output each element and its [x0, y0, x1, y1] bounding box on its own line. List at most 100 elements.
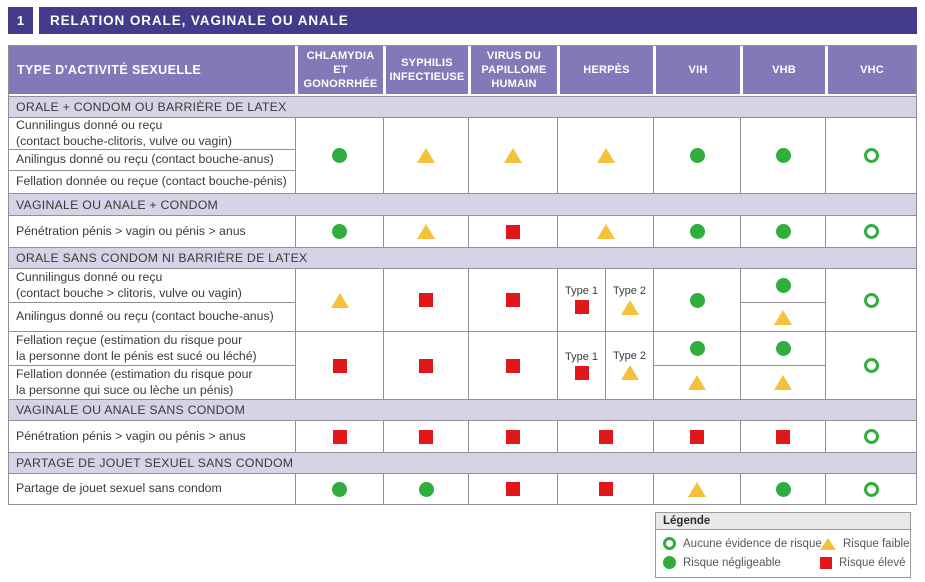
risk-cell-herpes-type1: Type 1	[557, 268, 605, 331]
risk-symbol	[574, 365, 589, 380]
risk-cell-herpes-type2: Type 2	[605, 268, 653, 331]
row-label: Cunnilingus donné ou reçu (contact bouch…	[9, 268, 295, 302]
risk-symbol	[506, 358, 520, 373]
risk-cell-vih	[653, 473, 740, 504]
risk-symbol	[332, 358, 347, 373]
row-label: Fellation reçue (estimation du risque po…	[9, 331, 295, 365]
risk-cell-vih	[653, 365, 740, 399]
herpes-type2-label: Type 2	[612, 284, 647, 297]
risk-symbol	[574, 300, 589, 314]
low-risk-icon	[820, 537, 836, 550]
risk-symbol	[775, 278, 791, 293]
risk-symbol	[863, 358, 879, 373]
risk-cell-vph	[468, 473, 557, 504]
risk-symbol	[596, 148, 615, 163]
risk-symbol	[774, 309, 792, 325]
risk-symbol	[776, 429, 790, 444]
legend-body: Aucune évidence de risque Risque faible …	[656, 530, 910, 577]
risk-cell-herpes	[557, 473, 653, 504]
risk-symbol	[506, 429, 520, 444]
risk-cell-vih	[653, 215, 740, 247]
risk-symbol	[620, 299, 639, 315]
risk-symbol	[775, 481, 791, 497]
risk-symbol	[332, 429, 347, 444]
risk-symbol	[688, 481, 706, 497]
risk-cell-chlamydia	[295, 215, 383, 247]
risk-cell-herpes	[557, 117, 653, 193]
legend-item: Risque faible	[820, 537, 909, 550]
risk-cell-vhb	[740, 473, 825, 504]
column-header-syphilis: SYPHILIS INFECTIEUSE	[383, 46, 468, 96]
section-band: ORALE SANS CONDOM NI BARRIÈRE DE LATEX	[9, 247, 916, 268]
risk-cell-vhc	[825, 331, 916, 399]
risk-symbol	[332, 481, 347, 497]
risk-cell-vhb	[740, 331, 825, 365]
risk-cell-syphilis	[383, 420, 468, 452]
legend-item: Risque négligeable	[663, 556, 820, 569]
risk-cell-vhb	[740, 215, 825, 247]
risk-table: TYPE D'ACTIVITÉ SEXUELLE CHLAMYDIA ET GO…	[8, 45, 917, 505]
risk-cell-syphilis	[383, 117, 468, 193]
risk-symbol	[620, 365, 639, 380]
legend-item-label: Aucune évidence de risque	[683, 537, 822, 550]
risk-symbol	[417, 148, 435, 163]
risk-cell-chlamydia	[295, 473, 383, 504]
risk-cell-syphilis	[383, 268, 468, 331]
section-band: PARTAGE DE JOUET SEXUEL SANS CONDOM	[9, 452, 916, 473]
row-label: Pénétration pénis > vagin ou pénis > anu…	[9, 420, 295, 452]
risk-symbol	[775, 341, 791, 356]
risk-cell-vph	[468, 331, 557, 399]
column-header-vhc: VHC	[825, 46, 916, 96]
risk-symbol	[863, 148, 879, 163]
legend: Légende Aucune évidence de risque Risque…	[655, 512, 911, 578]
no-evidence-risk-icon	[663, 537, 676, 550]
column-header-vhb: VHB	[740, 46, 825, 96]
risk-cell-herpes-type2: Type 2	[605, 331, 653, 399]
risk-symbol	[863, 481, 879, 497]
risk-symbol	[689, 292, 705, 308]
risk-symbol	[504, 148, 522, 163]
risk-symbol	[689, 224, 705, 239]
risk-symbol	[863, 292, 879, 308]
risk-cell-vph	[468, 420, 557, 452]
risk-symbol	[775, 148, 791, 163]
section-number-badge: 1	[8, 7, 33, 34]
risk-symbol	[332, 148, 347, 163]
risk-cell-vih	[653, 420, 740, 452]
risk-cell-chlamydia	[295, 268, 383, 331]
risk-symbol	[330, 292, 349, 308]
column-header-vih: VIH	[653, 46, 740, 96]
risk-cell-vhc	[825, 420, 916, 452]
risk-cell-vhc	[825, 215, 916, 247]
herpes-type1-label: Type 1	[564, 285, 599, 297]
risk-symbol	[774, 375, 792, 390]
herpes-type1-label: Type 1	[564, 350, 599, 363]
risk-symbol	[419, 358, 433, 373]
legend-item-label: Risque élevé	[839, 556, 906, 569]
risk-symbol	[418, 481, 434, 497]
title-bar: 1 RELATION ORALE, VAGINALE OU ANALE	[8, 7, 917, 34]
risk-symbol	[332, 224, 347, 239]
risk-symbol	[506, 224, 520, 239]
risk-symbol	[690, 429, 704, 444]
risk-cell-chlamydia	[295, 420, 383, 452]
negligible-risk-icon	[663, 556, 676, 569]
risk-cell-vih	[653, 117, 740, 193]
risk-symbol	[598, 482, 613, 496]
risk-cell-vph	[468, 215, 557, 247]
section-band: VAGINALE OU ANALE SANS CONDOM	[9, 399, 916, 420]
risk-cell-chlamydia	[295, 331, 383, 399]
risk-cell-herpes	[557, 215, 653, 247]
risk-symbol	[689, 148, 705, 163]
risk-symbol	[596, 224, 615, 239]
risk-cell-chlamydia	[295, 117, 383, 193]
risk-symbol	[863, 224, 879, 239]
legend-item: Aucune évidence de risque	[663, 537, 822, 550]
risk-symbol	[506, 482, 520, 496]
risk-cell-vhb	[740, 420, 825, 452]
row-label: Pénétration pénis > vagin ou pénis > anu…	[9, 215, 295, 247]
risk-cell-vhb	[740, 302, 825, 331]
row-label: Partage de jouet sexuel sans condom	[9, 473, 295, 504]
risk-symbol	[775, 224, 791, 239]
